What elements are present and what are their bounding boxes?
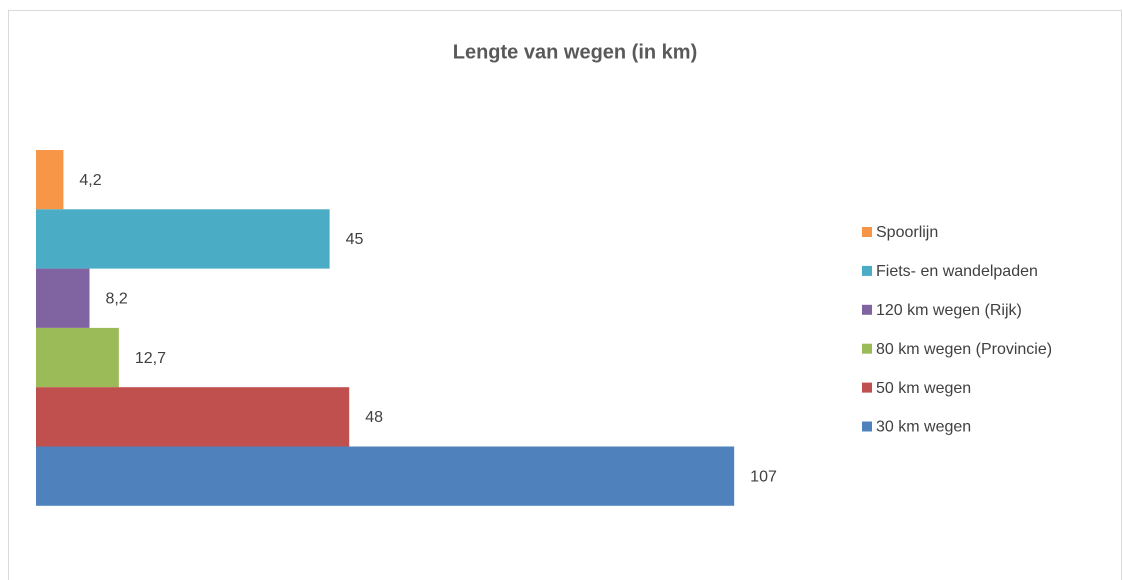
bar: [36, 327, 119, 388]
legend-swatch: [862, 382, 872, 393]
chart-title: Lengte van wegen (in km): [453, 41, 697, 63]
data-label: 107: [750, 468, 777, 485]
bar: [36, 446, 735, 506]
data-label: 4,2: [79, 172, 101, 189]
bar: [36, 209, 330, 269]
bar: [36, 387, 350, 447]
legend-swatch: [862, 265, 872, 276]
legend-label: Spoorlijn: [876, 224, 938, 241]
data-label: 48: [365, 409, 383, 426]
data-label: 8,2: [106, 290, 128, 307]
data-label: 45: [346, 231, 364, 248]
legend-label: 30 km wegen: [876, 419, 971, 436]
legend-label: 80 km wegen (Provincie): [876, 341, 1052, 358]
bar: [36, 268, 90, 328]
data-label: 12,7: [135, 350, 166, 367]
legend-label: 120 km wegen (Rijk): [876, 302, 1022, 319]
bar: [36, 150, 64, 210]
legend-swatch: [862, 421, 872, 432]
legend-label: Fiets- en wandelpaden: [876, 263, 1038, 280]
legend-swatch: [862, 343, 872, 354]
legend-swatch: [862, 227, 872, 237]
legend-swatch: [862, 304, 872, 315]
legend-label: 50 km wegen: [876, 380, 971, 397]
